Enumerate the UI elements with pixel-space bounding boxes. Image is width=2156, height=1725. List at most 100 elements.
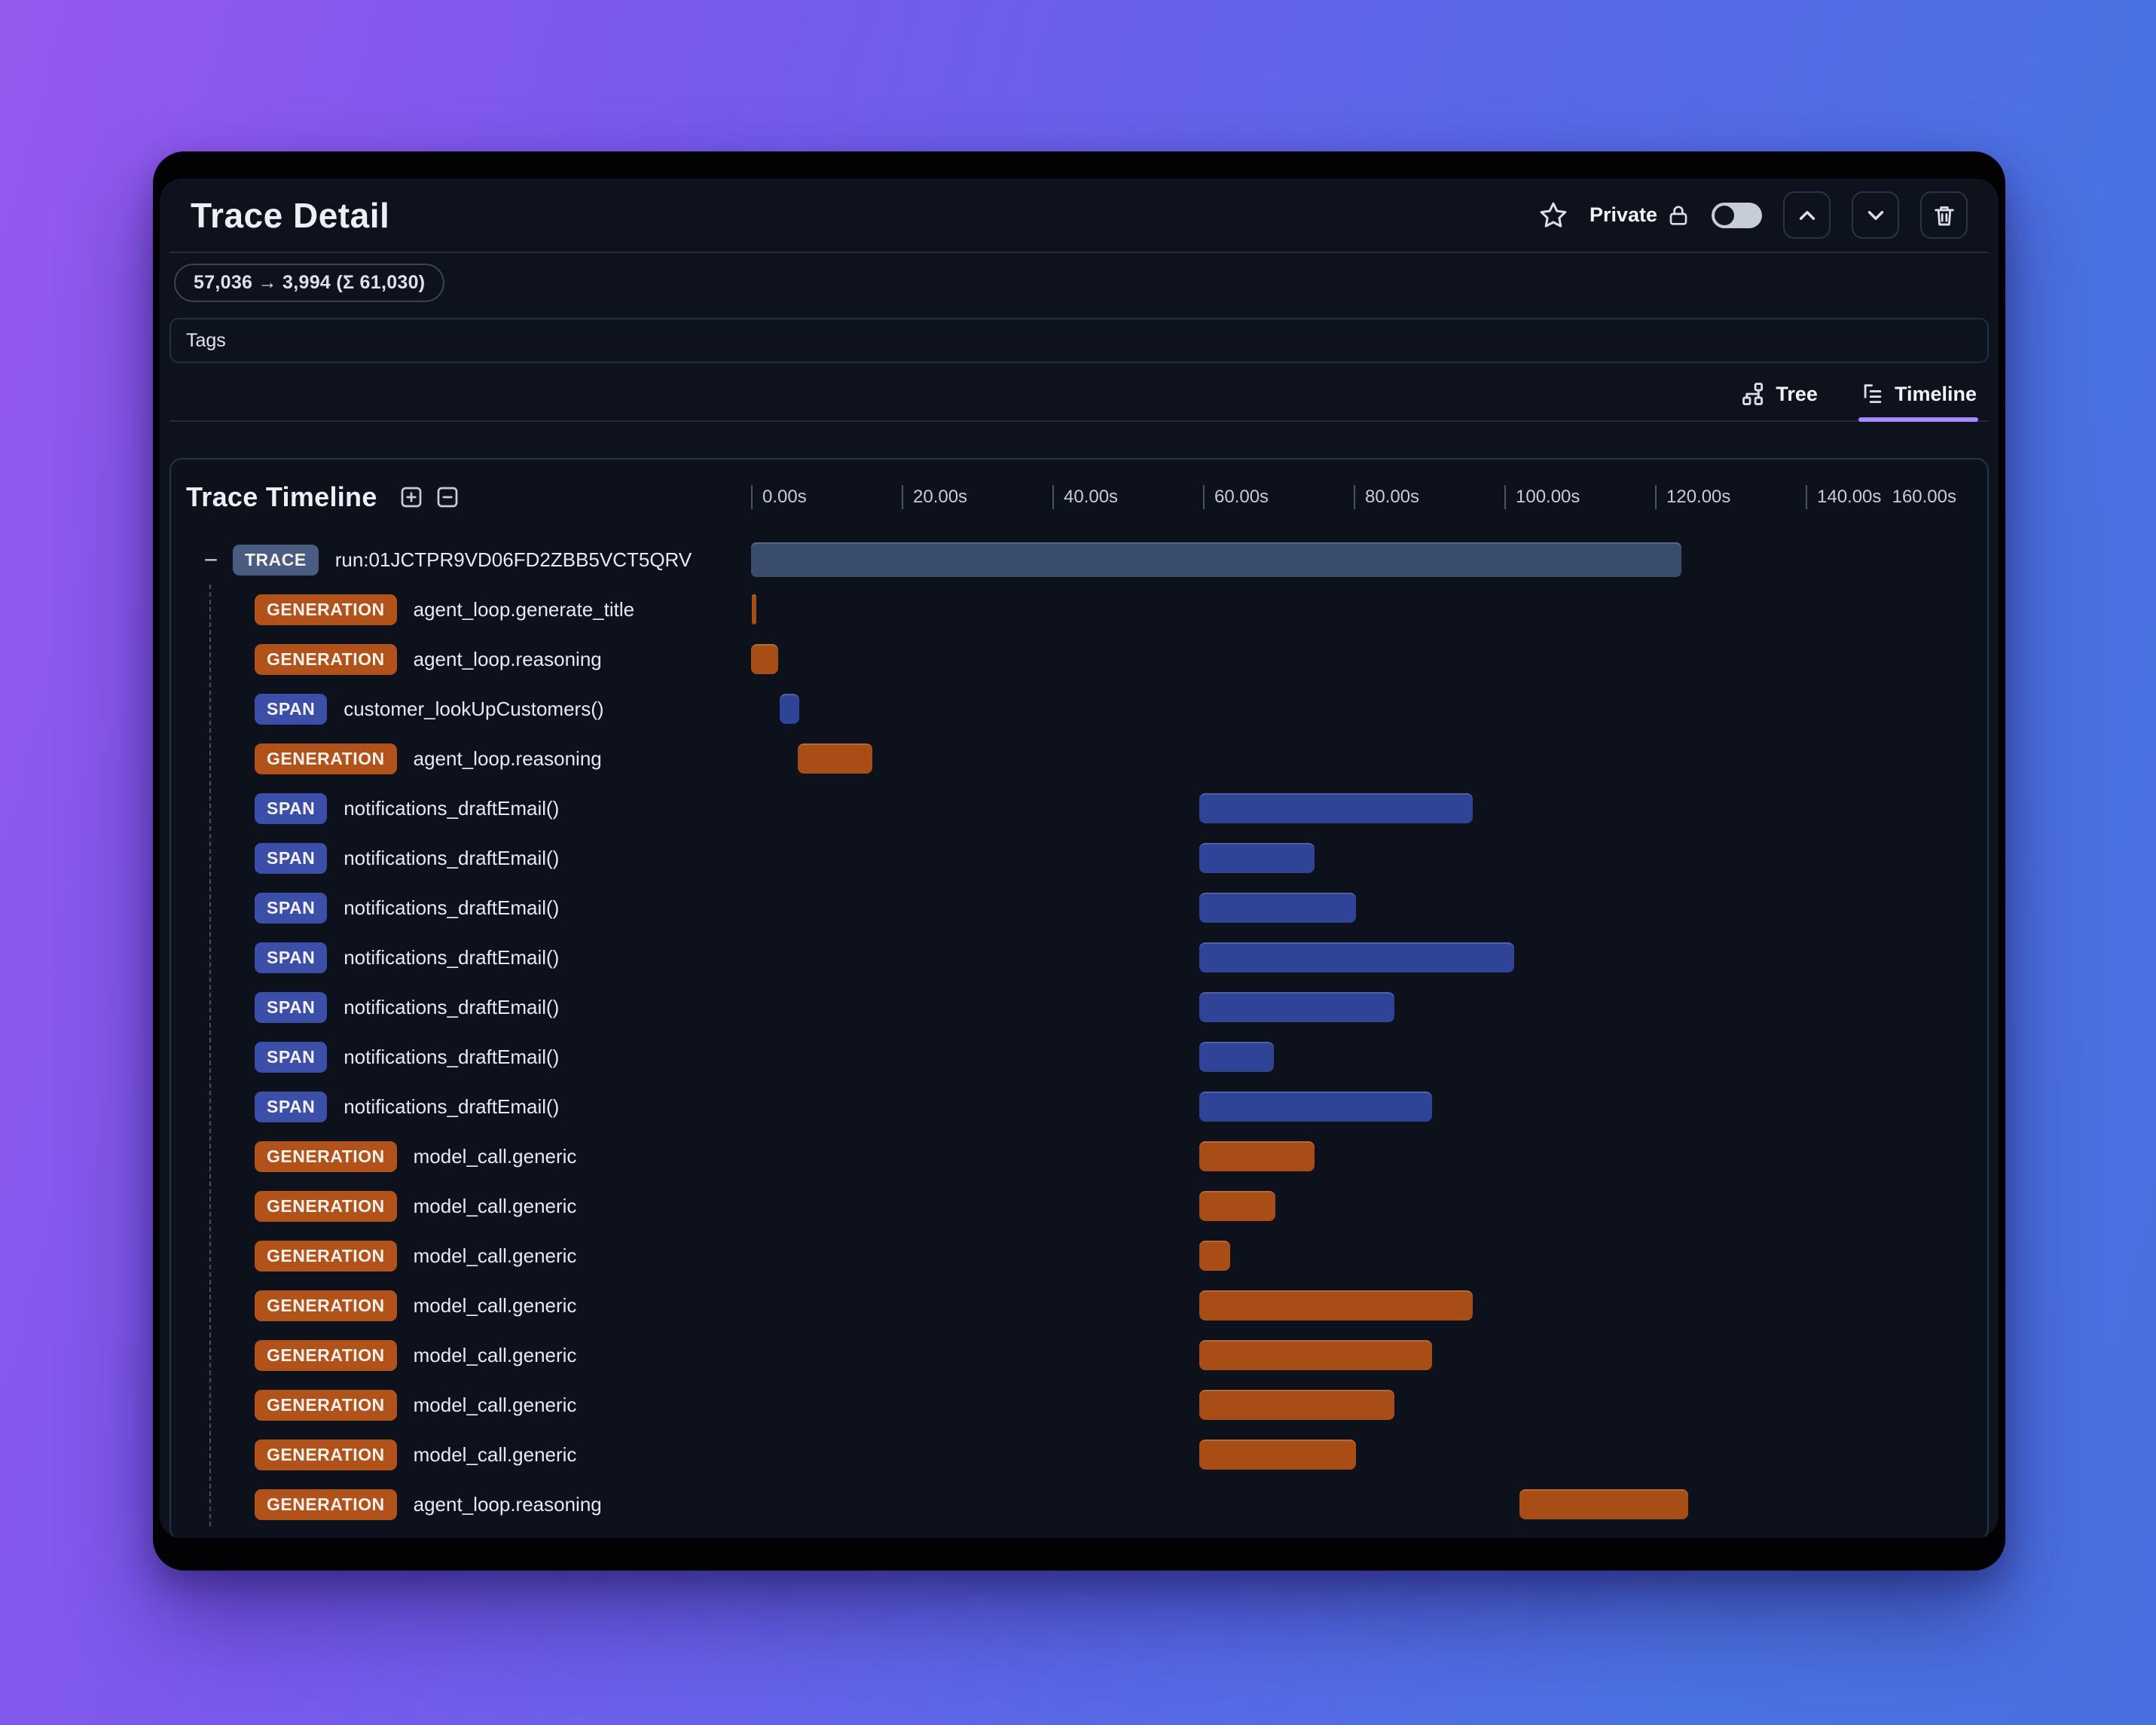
tab-tree[interactable]: Tree <box>1741 381 1818 408</box>
timeline-row[interactable]: GENERATION model_call.generic <box>171 1131 1987 1181</box>
timeline-row[interactable]: SPAN notifications_draftEmail() <box>171 1082 1987 1131</box>
tags-label: Tags <box>186 329 226 351</box>
span-type-badge: GENERATION <box>255 1240 397 1272</box>
timeline-row[interactable]: SPAN notifications_draftEmail() <box>171 883 1987 933</box>
duration-bar[interactable] <box>752 594 756 624</box>
timeline-row[interactable]: − TRACE run:01JCTPR9VD06FD2ZBB5VCT5QRV <box>171 535 1987 585</box>
duration-bar[interactable] <box>1199 893 1356 923</box>
duration-bar[interactable] <box>1199 942 1514 972</box>
tags-input[interactable]: Tags <box>169 318 1989 363</box>
timeline-row[interactable]: GENERATION agent_loop.reasoning <box>171 734 1987 783</box>
duration-bar[interactable] <box>1519 1489 1688 1519</box>
row-bar-cell <box>750 684 1987 734</box>
row-bar-cell <box>750 1082 1987 1131</box>
expand-down-button[interactable] <box>1852 191 1899 239</box>
delete-button[interactable] <box>1920 191 1968 239</box>
duration-bar[interactable] <box>1199 1440 1356 1470</box>
row-label-cell: SPAN notifications_draftEmail() <box>171 991 750 1023</box>
duration-bar[interactable] <box>1199 1191 1275 1221</box>
timeline-row[interactable]: SPAN customer_lookUpCustomers() <box>171 684 1987 734</box>
row-label-cell: GENERATION agent_loop.reasoning <box>171 743 750 774</box>
timeline-row[interactable]: GENERATION agent_loop.generate_title <box>171 585 1987 634</box>
timeline-row[interactable]: SPAN notifications_draftEmail() <box>171 982 1987 1032</box>
span-type-badge: GENERATION <box>255 1439 397 1470</box>
row-label-cell: − TRACE run:01JCTPR9VD06FD2ZBB5VCT5QRV <box>171 544 750 576</box>
timeline-row[interactable]: SPAN notifications_draftEmail() <box>171 933 1987 982</box>
trace-timeline-card: Trace Timeline 0.00s 20.00s 4 <box>169 458 1989 1538</box>
row-bar-cell <box>750 1231 1987 1281</box>
timeline-row[interactable]: GENERATION model_call.generic <box>171 1281 1987 1330</box>
chevron-down-icon <box>1863 203 1889 228</box>
star-icon[interactable] <box>1538 200 1568 231</box>
span-type-badge: SPAN <box>255 693 328 725</box>
timeline-rows: − TRACE run:01JCTPR9VD06FD2ZBB5VCT5QRV GENE… <box>171 535 1987 1529</box>
span-type-badge: SPAN <box>255 991 328 1023</box>
duration-bar[interactable] <box>1199 1390 1394 1420</box>
row-bar-cell <box>750 734 1987 783</box>
timeline-row[interactable]: GENERATION agent_loop.reasoning <box>171 634 1987 684</box>
tree-icon <box>1741 381 1767 407</box>
tab-timeline-active-underline <box>1858 417 1978 422</box>
axis-tick: 160.00s <box>1892 487 1956 508</box>
duration-bar[interactable] <box>798 743 872 774</box>
duration-bar[interactable] <box>1199 992 1394 1022</box>
span-name: model_call.generic <box>413 1343 577 1366</box>
row-label-cell: SPAN notifications_draftEmail() <box>171 1091 750 1122</box>
timeline-row[interactable]: SPAN notifications_draftEmail() <box>171 783 1987 833</box>
duration-bar[interactable] <box>1199 843 1315 873</box>
collapse-up-button[interactable] <box>1783 191 1831 239</box>
trash-icon <box>1932 203 1957 228</box>
timeline-row[interactable]: GENERATION agent_loop.reasoning <box>171 1479 1987 1529</box>
row-bar-cell <box>750 1330 1987 1380</box>
zoom-out-button[interactable] <box>433 483 462 511</box>
row-label-cell: SPAN notifications_draftEmail() <box>171 892 750 924</box>
timeline-row[interactable]: SPAN notifications_draftEmail() <box>171 833 1987 883</box>
row-label-cell: GENERATION agent_loop.reasoning <box>171 1488 750 1520</box>
row-label-cell: GENERATION model_call.generic <box>171 1339 750 1371</box>
axis-tick: 20.00s <box>902 485 967 509</box>
duration-bar[interactable] <box>1199 1290 1473 1320</box>
tab-timeline[interactable]: Timeline <box>1858 381 1978 422</box>
row-label-cell: SPAN notifications_draftEmail() <box>171 942 750 973</box>
span-type-badge: GENERATION <box>255 1488 397 1520</box>
timeline-row[interactable]: GENERATION model_call.generic <box>171 1380 1987 1430</box>
private-toggle[interactable] <box>1712 202 1762 228</box>
span-type-badge: GENERATION <box>255 1190 397 1222</box>
lock-icon <box>1666 203 1690 227</box>
tree-guide-line <box>209 585 211 1526</box>
duration-bar[interactable] <box>780 694 799 724</box>
token-usage-badge: 57,036 → 3,994 (Σ 61,030) <box>174 264 445 302</box>
duration-bar[interactable] <box>1199 1141 1315 1171</box>
span-name: model_call.generic <box>413 1443 577 1466</box>
timeline-row[interactable]: SPAN notifications_draftEmail() <box>171 1032 1987 1082</box>
collapse-toggle[interactable]: − <box>203 546 218 573</box>
timeline-row[interactable]: GENERATION model_call.generic <box>171 1181 1987 1231</box>
duration-bar[interactable] <box>1199 793 1473 823</box>
span-name: notifications_draftEmail() <box>344 945 560 969</box>
duration-bar[interactable] <box>1199 1042 1274 1072</box>
tick-label: 80.00s <box>1365 487 1420 507</box>
row-bar-cell <box>750 833 1987 883</box>
span-name: notifications_draftEmail() <box>344 1045 560 1068</box>
timeline-row[interactable]: GENERATION model_call.generic <box>171 1231 1987 1281</box>
timeline-row[interactable]: GENERATION model_call.generic <box>171 1430 1987 1479</box>
tick-line <box>1504 485 1506 509</box>
row-bar-cell <box>750 535 1987 585</box>
tick-label: 20.00s <box>913 487 968 507</box>
span-name: run:01JCTPR9VD06FD2ZBB5VCT5QRV <box>334 548 692 571</box>
span-type-badge: GENERATION <box>255 1140 397 1172</box>
page-title: Trace Detail <box>191 195 390 235</box>
span-name: notifications_draftEmail() <box>344 1095 560 1118</box>
privacy-control: Private <box>1590 203 1690 227</box>
private-label: Private <box>1589 203 1657 226</box>
timeline-row[interactable]: GENERATION model_call.generic <box>171 1330 1987 1380</box>
duration-bar[interactable] <box>1199 1340 1432 1370</box>
duration-bar[interactable] <box>1199 1091 1432 1122</box>
duration-bar[interactable] <box>1199 1241 1230 1271</box>
zoom-in-button[interactable] <box>397 483 426 511</box>
duration-bar[interactable] <box>751 644 778 674</box>
tick-label: 0.00s <box>762 487 807 507</box>
span-name: notifications_draftEmail() <box>344 846 560 869</box>
toggle-knob <box>1715 205 1734 225</box>
duration-bar[interactable] <box>751 542 1681 577</box>
